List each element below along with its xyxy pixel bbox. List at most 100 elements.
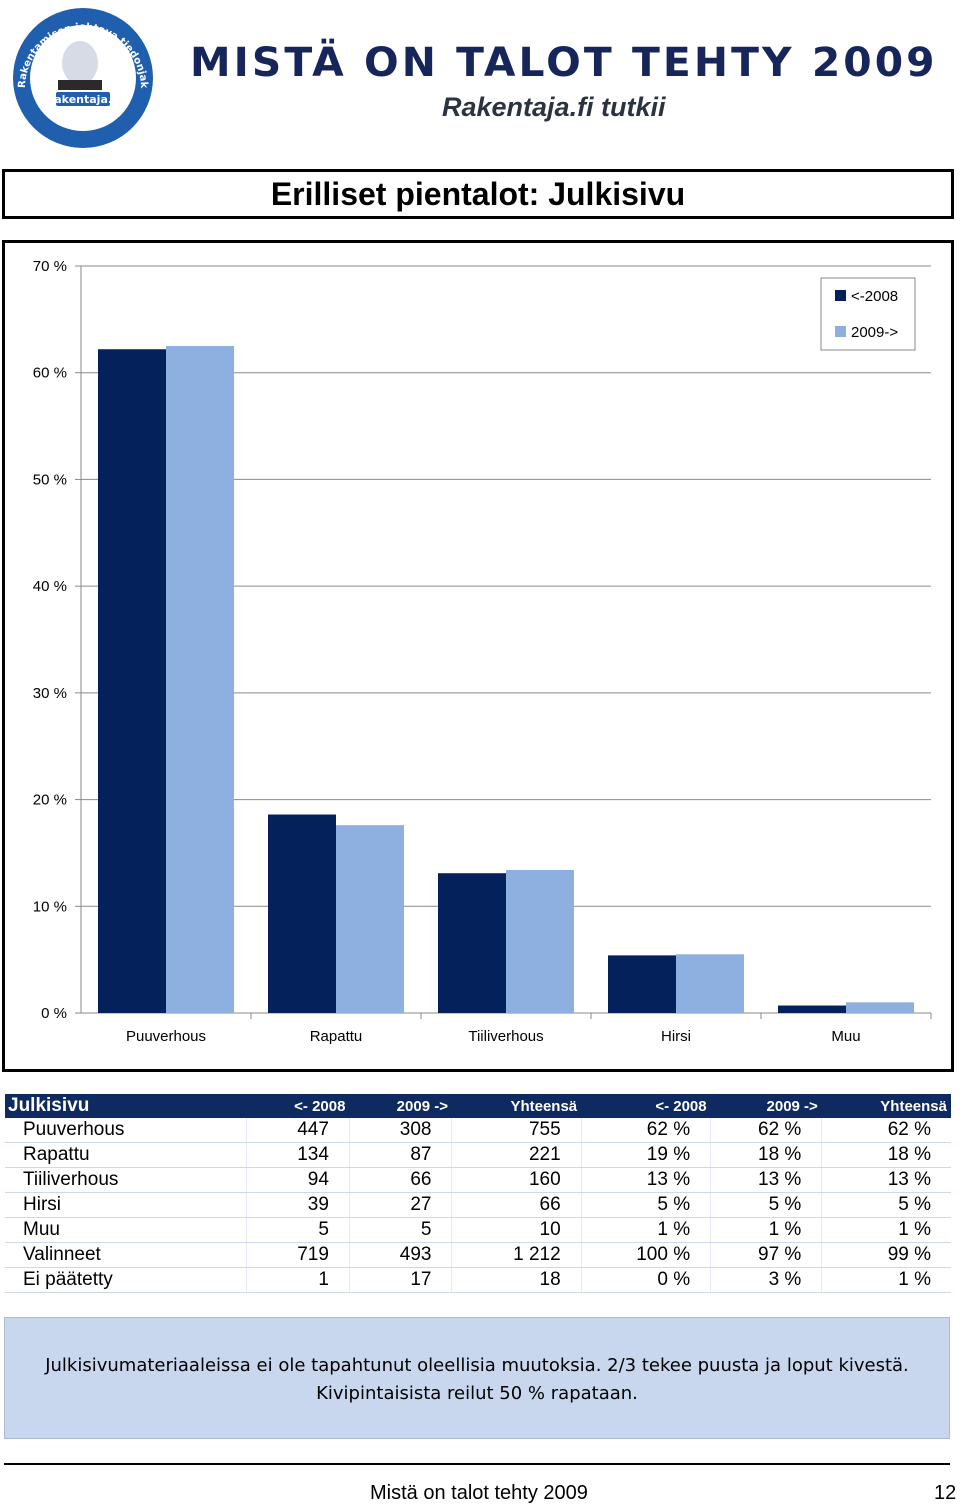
table-row: Hirsi 39 27 66 5 % 5 % 5 % <box>5 1192 951 1218</box>
y-tick-label: 0 % <box>41 1005 67 1022</box>
y-tick-label: 40 % <box>33 578 67 595</box>
table-cell: 66 <box>348 1167 452 1193</box>
table-cell: Muu <box>5 1217 247 1243</box>
legend-swatch <box>835 326 846 337</box>
x-tick-label: Muu <box>831 1028 860 1045</box>
bar-chart: 0 % 10 % 20 % 30 % 40 % 50 % 60 % 70 % Puuverhou… <box>33 258 932 1045</box>
table-cell: 755 <box>451 1118 582 1143</box>
y-tick-label: 50 % <box>33 471 67 488</box>
summary-note-line: Julkisivumateriaaleissa ei ole tapahtunu… <box>45 1355 909 1376</box>
table-cell: Ei päätetty <box>5 1267 247 1293</box>
table-cell: 0 % <box>580 1267 711 1293</box>
table-cell: Rapattu <box>5 1142 247 1168</box>
table-cell: Valinneet <box>5 1242 247 1268</box>
y-tick-label: 10 % <box>33 898 67 915</box>
table-cell: 18 % <box>821 1142 951 1168</box>
table-cell: 1 % <box>821 1267 951 1293</box>
table-cell: 62 % <box>580 1118 711 1143</box>
page-number: 12 <box>934 1482 957 1504</box>
bar <box>438 873 506 1013</box>
table-cell: 87 <box>348 1142 452 1168</box>
table-row: Muu 5 5 10 1 % 1 % 1 % <box>5 1217 951 1243</box>
table-cell: 94 <box>246 1167 350 1193</box>
page-header-subtitle: Rakentaja.fi tutkii <box>442 92 666 122</box>
data-table: Julkisivu <- 2008 2009 -> Yhteensä <- 20… <box>5 1094 951 1293</box>
x-tick-label: Rapattu <box>310 1028 363 1045</box>
table-cell: 160 <box>451 1167 582 1193</box>
table-cell: Hirsi <box>5 1192 247 1218</box>
y-tick-label: 60 % <box>33 365 67 382</box>
table-row: Ei päätetty 1 17 18 0 % 3 % 1 % <box>5 1267 951 1293</box>
table-row: Valinneet 719 493 1 212 100 % 97 % 99 % <box>5 1242 951 1268</box>
bar <box>778 1005 846 1013</box>
table-cell: 18 <box>451 1267 582 1293</box>
table-header-cell: Yhteensä <box>821 1094 951 1118</box>
table-cell: 308 <box>348 1118 452 1143</box>
table-cell: 17 <box>348 1267 452 1293</box>
x-tick-label: Tiiliverhous <box>468 1028 543 1045</box>
y-tick-label: 30 % <box>33 685 67 702</box>
chart-title-box: Erilliset pientalot: Julkisivu <box>2 169 954 219</box>
chart-title: Erilliset pientalot: Julkisivu <box>270 175 686 212</box>
table-cell: 1 % <box>821 1217 951 1243</box>
table-cell: 5 % <box>821 1192 951 1218</box>
table-cell: 447 <box>246 1118 350 1143</box>
table-cell: 19 % <box>580 1142 711 1168</box>
table-cell: Puuverhous <box>5 1118 247 1143</box>
logo-brand: Rakentaja.fi <box>46 93 120 106</box>
table-cell: 62 % <box>821 1118 951 1143</box>
chart-frame: 0 % 10 % 20 % 30 % 40 % 50 % 60 % 70 % Puuverhou… <box>2 240 954 1072</box>
table-cell: 1 % <box>710 1217 822 1243</box>
table-cell: 5 % <box>710 1192 822 1218</box>
table-row: Tiiliverhous 94 66 160 13 % 13 % 13 % <box>5 1167 951 1193</box>
table-header-cell: Julkisivu <box>5 1094 247 1118</box>
table-cell: 10 <box>451 1217 582 1243</box>
legend-swatch <box>835 290 846 301</box>
table-cell: 99 % <box>821 1242 951 1268</box>
bar <box>268 814 336 1013</box>
legend-label: 2009-> <box>851 324 898 341</box>
y-tick-label: 70 % <box>33 258 67 275</box>
table-cell: 100 % <box>580 1242 711 1268</box>
bar <box>846 1002 914 1013</box>
table-cell: 13 % <box>710 1167 822 1193</box>
x-tick-label: Puuverhous <box>126 1028 206 1045</box>
bar <box>98 349 166 1013</box>
legend-label: <-2008 <box>851 288 898 305</box>
table-cell: 719 <box>246 1242 350 1268</box>
table-cell: 134 <box>246 1142 350 1168</box>
table-cell: 66 <box>451 1192 582 1218</box>
table-cell: 1 <box>246 1267 350 1293</box>
table-cell: 5 <box>348 1217 452 1243</box>
table-cell: 221 <box>451 1142 582 1168</box>
table-cell: Tiiliverhous <box>5 1167 247 1193</box>
table-header-cell: 2009 -> <box>710 1094 822 1118</box>
summary-note: Julkisivumateriaaleissa ei ole tapahtunu… <box>4 1317 950 1439</box>
table-cell: 3 % <box>710 1267 822 1293</box>
bar <box>506 870 574 1013</box>
table-header-cell: 2009 -> <box>349 1094 452 1118</box>
table-cell: 62 % <box>710 1118 822 1143</box>
table-header-row: Julkisivu <- 2008 2009 -> Yhteensä <- 20… <box>5 1094 951 1118</box>
table-header-cell: <- 2008 <box>246 1094 350 1118</box>
x-tick-label: Hirsi <box>661 1028 691 1045</box>
footer-title: Mistä on talot tehty 2009 <box>370 1482 588 1504</box>
table-cell: 97 % <box>710 1242 822 1268</box>
rakentaja-logo: Rakentamisen johtava tiedonjakaja Rakent… <box>8 8 153 148</box>
table-cell: 18 % <box>710 1142 822 1168</box>
table-row: Puuverhous 447 308 755 62 % 62 % 62 % <box>5 1118 951 1143</box>
footer-divider <box>4 1463 950 1465</box>
table-cell: 5 <box>246 1217 350 1243</box>
table-cell: 13 % <box>580 1167 711 1193</box>
bar <box>336 825 404 1013</box>
table-cell: 1 % <box>580 1217 711 1243</box>
table-row: Rapattu 134 87 221 19 % 18 % 18 % <box>5 1142 951 1168</box>
page-header-title: MISTÄ ON TALOT TEHTY 2009 <box>190 40 938 86</box>
table-header-cell: <- 2008 <box>581 1094 711 1118</box>
table-cell: 493 <box>348 1242 452 1268</box>
bar <box>166 346 234 1013</box>
table-header-cell: Yhteensä <box>451 1094 582 1118</box>
table-cell: 5 % <box>580 1192 711 1218</box>
summary-note-line: Kivipintaisista reilut 50 % rapataan. <box>316 1383 638 1404</box>
y-tick-label: 20 % <box>33 792 67 809</box>
